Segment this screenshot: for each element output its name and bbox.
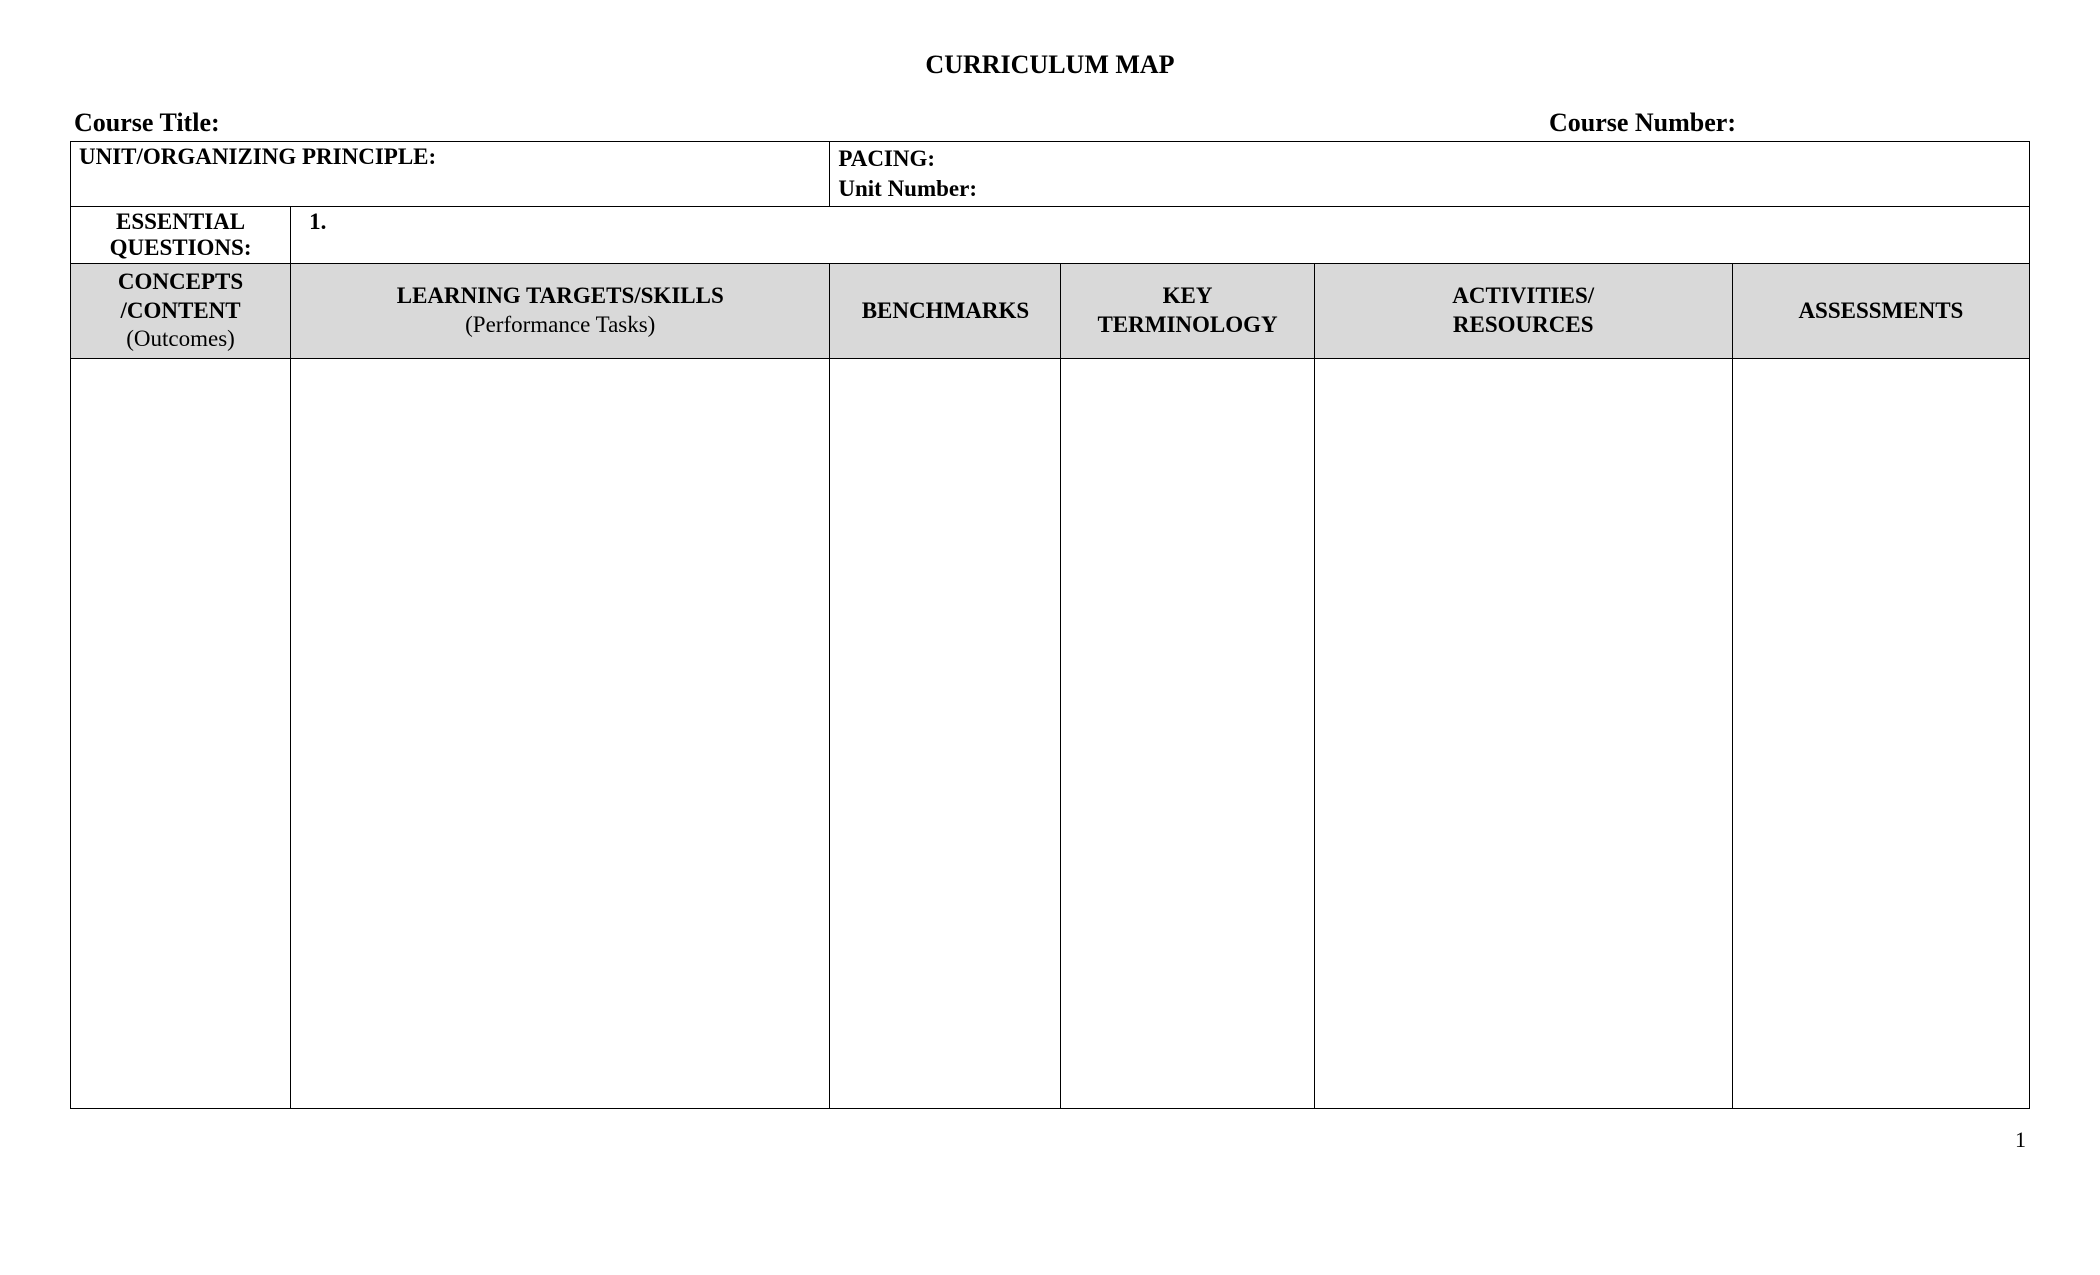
- terminology-line1: KEY: [1163, 283, 1213, 308]
- pacing-cell: PACING: Unit Number:: [830, 142, 2030, 207]
- unit-number-label: Unit Number:: [838, 174, 2021, 204]
- cell-terminology: [1061, 359, 1314, 1109]
- unit-pacing-row: UNIT/ORGANIZING PRINCIPLE: PACING: Unit …: [71, 142, 2030, 207]
- column-header-activities: ACTIVITIES/ RESOURCES: [1314, 263, 1732, 358]
- table-body-row: [71, 359, 2030, 1109]
- page-number: 1: [70, 1127, 2030, 1153]
- cell-learning: [291, 359, 830, 1109]
- unit-principle-cell: UNIT/ORGANIZING PRINCIPLE:: [71, 142, 830, 207]
- concepts-line1: CONCEPTS: [118, 269, 243, 294]
- cell-benchmarks: [830, 359, 1061, 1109]
- column-header-assessments: ASSESSMENTS: [1732, 263, 2029, 358]
- column-header-concepts: CONCEPTS /CONTENT (Outcomes): [71, 263, 291, 358]
- essential-label-line1: ESSENTIAL: [116, 209, 245, 234]
- course-number-label: Course Number:: [1549, 108, 1736, 138]
- column-header-benchmarks: BENCHMARKS: [830, 263, 1061, 358]
- cell-concepts: [71, 359, 291, 1109]
- essential-questions-label: ESSENTIAL QUESTIONS:: [71, 206, 291, 263]
- column-headers-row: CONCEPTS /CONTENT (Outcomes) LEARNING TA…: [71, 263, 2030, 358]
- course-title-label: Course Title:: [74, 108, 220, 138]
- curriculum-table: UNIT/ORGANIZING PRINCIPLE: PACING: Unit …: [70, 141, 2030, 1109]
- concepts-line3: (Outcomes): [126, 326, 235, 351]
- learning-line2: (Performance Tasks): [465, 312, 655, 337]
- info-row: Course Title: Course Number:: [70, 108, 2030, 138]
- cell-assessments: [1732, 359, 2029, 1109]
- column-header-terminology: KEY TERMINOLOGY: [1061, 263, 1314, 358]
- cell-activities: [1314, 359, 1732, 1109]
- essential-label-line2: QUESTIONS:: [110, 235, 252, 260]
- activities-line1: ACTIVITIES/: [1452, 283, 1594, 308]
- learning-line1: LEARNING TARGETS/SKILLS: [397, 283, 724, 308]
- essential-questions-row: ESSENTIAL QUESTIONS: 1.: [71, 206, 2030, 263]
- essential-questions-content: 1.: [291, 206, 2030, 263]
- column-header-learning: LEARNING TARGETS/SKILLS (Performance Tas…: [291, 263, 830, 358]
- pacing-label: PACING:: [838, 144, 2021, 174]
- activities-line2: RESOURCES: [1453, 312, 1594, 337]
- concepts-line2: /CONTENT: [120, 298, 240, 323]
- page-title: CURRICULUM MAP: [70, 50, 2030, 80]
- terminology-line2: TERMINOLOGY: [1097, 312, 1277, 337]
